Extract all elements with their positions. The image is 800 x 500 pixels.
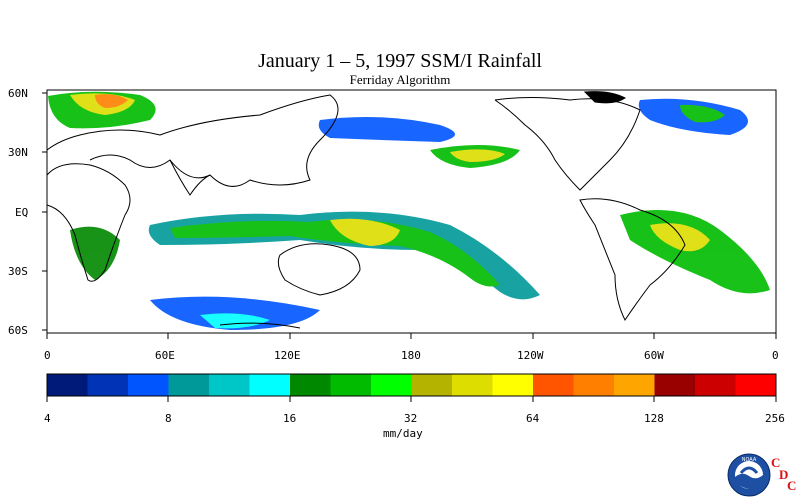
colorbar-swatch	[87, 374, 129, 396]
colorbar-tick-256: 256	[765, 412, 785, 425]
lat-label-60s: 60S	[8, 324, 28, 337]
colorbar-swatch	[654, 374, 696, 396]
colorbar-swatch	[330, 374, 372, 396]
colorbar-tick-4: 4	[44, 412, 51, 425]
lon-label-120e: 120E	[274, 349, 301, 362]
colorbar-tick-128: 128	[644, 412, 664, 425]
colorbar-swatch	[533, 374, 574, 396]
colorbar-swatch	[371, 374, 412, 396]
colorbar-tick-64: 64	[526, 412, 540, 425]
colorbar-swatch	[290, 374, 331, 396]
colorbar-swatch	[411, 374, 453, 396]
lat-label-60n: 60N	[8, 87, 28, 100]
lon-label-0-east: 0	[772, 349, 779, 362]
colorbar	[47, 374, 777, 396]
colorbar-tick-8: 8	[165, 412, 172, 425]
colorbar-swatch	[47, 374, 88, 396]
colorbar-swatch	[735, 374, 777, 396]
map-title: January 1 – 5, 1997 SSM/I Rainfall	[258, 50, 542, 72]
lon-label-120w: 120W	[517, 349, 544, 362]
lon-label-60w: 60W	[644, 349, 664, 362]
colorbar-tick-32: 32	[404, 412, 417, 425]
colorbar-ticks	[46, 396, 777, 402]
lat-label-30s: 30S	[8, 265, 28, 278]
noaa-logo-icon: NOAA	[727, 453, 771, 497]
lon-label-180: 180	[401, 349, 421, 362]
colorbar-swatch	[168, 374, 210, 396]
colorbar-unit: mm/day	[383, 427, 423, 440]
cdc-letter-3: C	[787, 478, 797, 493]
svg-text:NOAA: NOAA	[742, 457, 757, 463]
cdc-letter-1: C	[771, 455, 781, 470]
lat-ticks	[42, 92, 47, 331]
colorbar-swatch	[452, 374, 493, 396]
colorbar-swatch	[249, 374, 291, 396]
lon-ticks	[46, 333, 777, 339]
lat-label-eq: EQ	[15, 206, 28, 219]
cdc-letter-2: D	[779, 467, 789, 482]
colorbar-swatch	[209, 374, 250, 396]
coastlines	[46, 91, 686, 329]
colorbar-swatch	[128, 374, 169, 396]
map-panel	[46, 89, 777, 334]
colorbar-tick-16: 16	[283, 412, 296, 425]
colorbar-swatch	[614, 374, 655, 396]
colorbar-swatch	[573, 374, 615, 396]
lon-label-60e: 60E	[155, 349, 175, 362]
map-subtitle: Ferriday Algorithm	[349, 72, 451, 87]
colorbar-swatch	[695, 374, 736, 396]
lon-label-0: 0	[44, 349, 51, 362]
lat-label-30n: 30N	[8, 146, 28, 159]
colorbar-swatch	[492, 374, 534, 396]
rain-fields	[48, 91, 770, 330]
